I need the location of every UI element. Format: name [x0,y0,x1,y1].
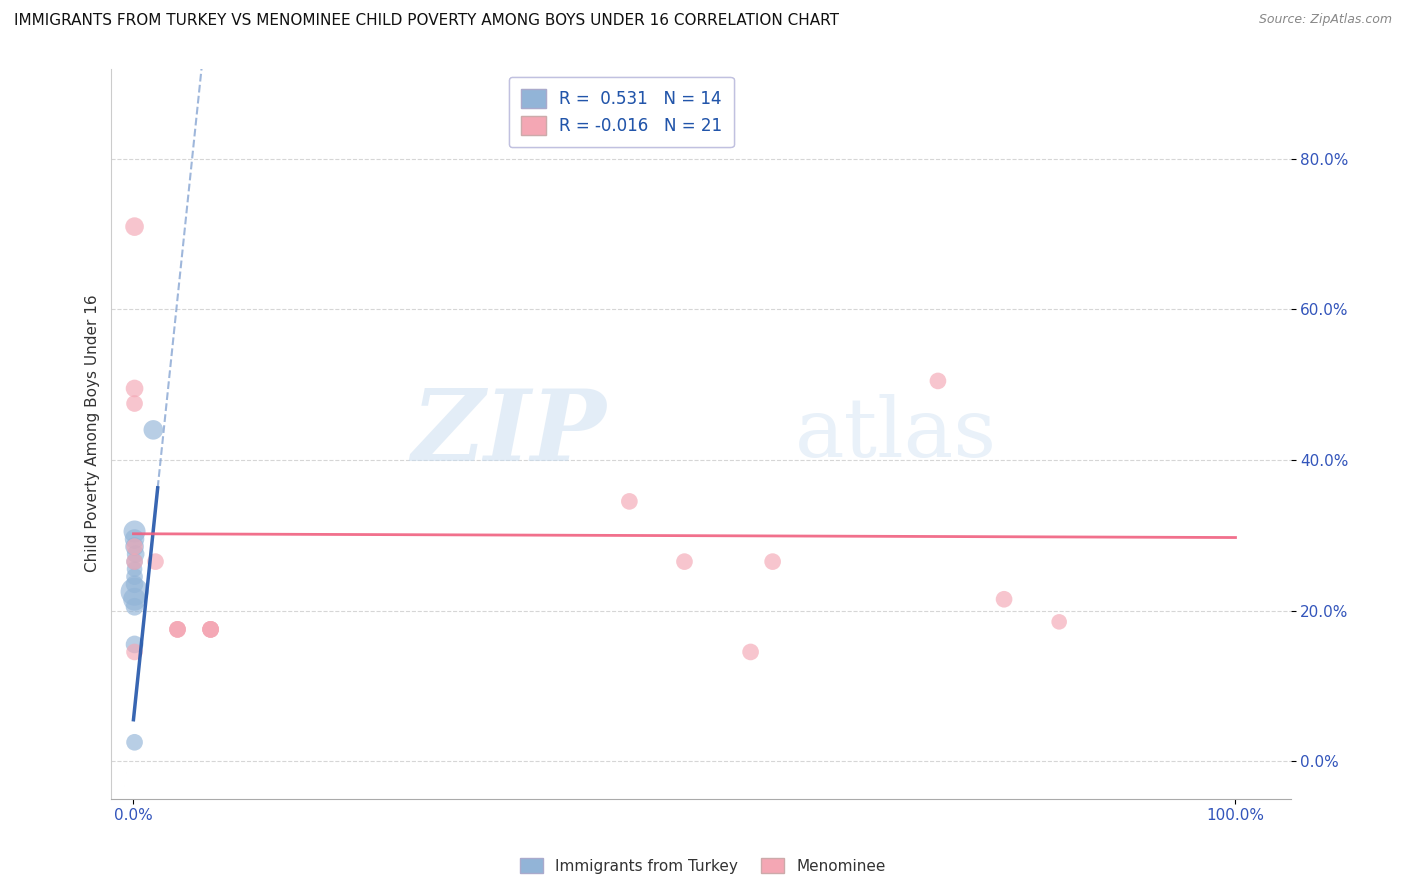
Text: ZIP: ZIP [412,385,606,482]
Legend: R =  0.531   N = 14, R = -0.016   N = 21: R = 0.531 N = 14, R = -0.016 N = 21 [509,77,734,147]
Point [673,555,696,569]
Point [124,382,146,396]
Point [166,623,188,637]
Point [762,555,785,569]
Legend: Immigrants from Turkey, Menominee: Immigrants from Turkey, Menominee [515,852,891,880]
Point [200,623,222,637]
Point [124,637,146,651]
Point [124,735,146,749]
Point [200,623,222,637]
Point [166,623,188,637]
Point [124,540,146,554]
Point [124,599,146,614]
Point [927,374,949,388]
Point [619,494,641,508]
Point [1047,615,1070,629]
Text: IMMIGRANTS FROM TURKEY VS MENOMINEE CHILD POVERTY AMONG BOYS UNDER 16 CORRELATIO: IMMIGRANTS FROM TURKEY VS MENOMINEE CHIL… [14,13,839,29]
Point [124,577,146,591]
Y-axis label: Child Poverty Among Boys Under 16: Child Poverty Among Boys Under 16 [86,295,100,573]
Point [200,623,222,637]
Point [993,592,1015,607]
Point [124,555,146,569]
Point [124,219,146,234]
Point [124,555,146,569]
Point [124,532,146,546]
Point [145,555,167,569]
Point [124,396,146,410]
Text: Source: ZipAtlas.com: Source: ZipAtlas.com [1258,13,1392,27]
Point [142,423,165,437]
Point [740,645,762,659]
Point [124,540,146,554]
Point [124,569,146,583]
Point [124,562,146,576]
Point [124,547,146,561]
Point [124,584,146,599]
Text: atlas: atlas [796,393,997,474]
Point [200,623,222,637]
Point [124,645,146,659]
Point [166,623,188,637]
Point [124,524,146,539]
Point [124,592,146,607]
